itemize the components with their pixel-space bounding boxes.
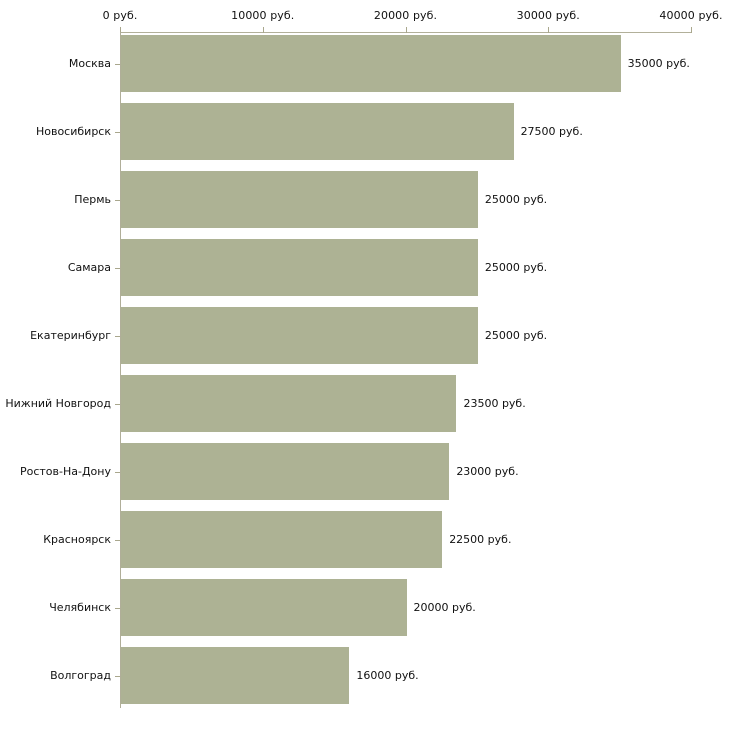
bar[interactable]: [121, 443, 450, 500]
y-axis-tick-mark: [115, 675, 120, 677]
y-axis-category-label: Нижний Новгород: [5, 396, 111, 410]
x-axis-tick-mark: [691, 27, 692, 33]
x-axis-tick-label: 20000 руб.: [373, 9, 438, 22]
y-axis-category-label: Екатеринбург: [30, 328, 111, 342]
bar[interactable]: [121, 307, 478, 364]
y-axis-tick-mark: [115, 539, 120, 541]
x-axis-tick-label: 40000 руб.: [659, 9, 723, 22]
bar[interactable]: [121, 171, 478, 228]
y-axis-tick-mark: [115, 131, 120, 133]
bar[interactable]: [121, 35, 621, 92]
bar-value-label: 25000 руб.: [484, 328, 548, 342]
bar-row[interactable]: Волгоград 16000 руб.: [0, 647, 730, 704]
bar-value-label: 27500 руб.: [520, 124, 583, 138]
x-axis: 0 руб. 10000 руб. 20000 руб. 30000 руб. 4000…: [0, 0, 730, 40]
bar-value-label: 23000 руб.: [456, 464, 519, 478]
bar-value-label: 22500 руб.: [449, 532, 512, 546]
bar-value-label: 23500 руб.: [463, 396, 526, 410]
bar[interactable]: [121, 579, 407, 636]
bar-row[interactable]: Екатеринбург 25000 руб.: [0, 307, 730, 364]
bar-row[interactable]: Пермь 25000 руб.: [0, 171, 730, 228]
bar-value-label: 20000 руб.: [413, 600, 476, 614]
y-axis-category-label: Ростов-На-Дону: [19, 464, 111, 478]
y-axis-category-label: Пермь: [74, 192, 111, 206]
x-axis-tick-mark: [120, 27, 121, 33]
bar[interactable]: [121, 239, 478, 296]
bar-value-label: 16000 руб.: [356, 668, 419, 682]
y-axis-tick-mark: [115, 607, 120, 609]
bar-row[interactable]: Новосибирск 27500 руб.: [0, 103, 730, 160]
y-axis-category-label: Волгоград: [50, 668, 111, 682]
x-axis-tick-mark: [548, 27, 550, 33]
y-axis-category-label: Москва: [68, 56, 111, 70]
bar-row[interactable]: Красноярск 22500 руб.: [0, 511, 730, 568]
y-axis-category-label: Челябинск: [49, 600, 111, 614]
y-axis-category-label: Красноярск: [43, 532, 111, 546]
bar-row[interactable]: Ростов-На-Дону 23000 руб.: [0, 443, 730, 500]
y-axis-tick-mark: [115, 471, 120, 473]
x-axis-tick-mark: [405, 27, 407, 33]
bar[interactable]: [121, 375, 457, 432]
y-axis-tick-mark: [115, 403, 120, 405]
y-axis-tick-mark: [115, 335, 120, 337]
y-axis-category-label: Новосибирск: [35, 124, 111, 138]
x-axis-tick-mark: [262, 27, 264, 33]
x-axis-tick-label: 10000 руб.: [231, 9, 295, 22]
bar-value-label: 25000 руб.: [484, 260, 548, 274]
x-axis-tick-label: 30000 руб.: [516, 9, 580, 22]
bar-row[interactable]: Нижний Новгород 23500 руб.: [0, 375, 730, 432]
bar[interactable]: [121, 103, 514, 160]
y-axis-line: [120, 32, 121, 708]
bar-value-label: 25000 руб.: [484, 192, 548, 206]
y-axis-tick-mark: [115, 267, 120, 269]
bar-row[interactable]: Самара 25000 руб.: [0, 239, 730, 296]
bar[interactable]: [121, 647, 350, 704]
y-axis-category-label: Самара: [67, 260, 111, 274]
bar-value-label: 35000 руб.: [627, 56, 690, 70]
bar-row[interactable]: Челябинск 20000 руб.: [0, 579, 730, 636]
y-axis-tick-mark: [115, 63, 120, 65]
y-axis-tick-mark: [115, 199, 120, 201]
bar[interactable]: [121, 511, 443, 568]
bar-row[interactable]: Москва 35000 руб.: [0, 35, 730, 92]
x-axis-tick-label: 0 руб.: [102, 9, 138, 22]
